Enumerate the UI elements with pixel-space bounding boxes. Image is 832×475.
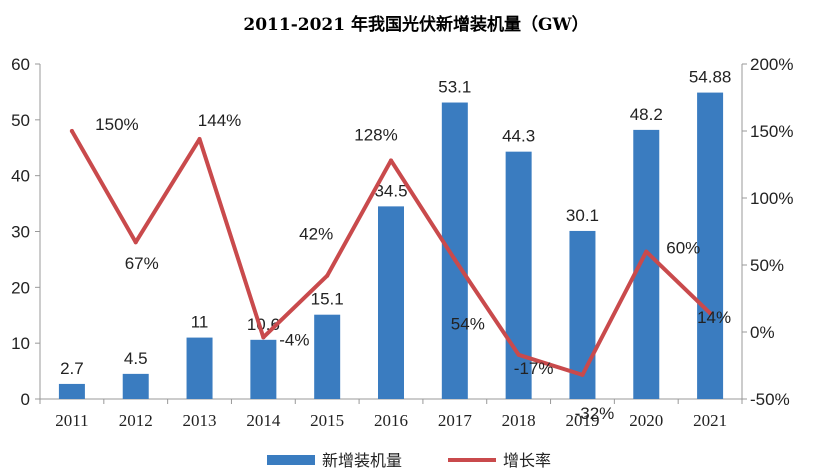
left-tick-label: 60 [11,55,30,74]
left-tick-label: 30 [11,223,30,242]
bar [441,102,468,400]
bar-value-label: 11 [191,313,209,332]
bar [378,206,404,399]
bar [122,373,149,399]
growth-labels: 150% 67% 144% -4% 42% 128% 54% -17% -32% 60% 14% [95,111,731,423]
right-tick-label: -50% [750,390,790,409]
growth-value-label: -32% [575,404,615,423]
growth-value-label: 54% [451,315,485,334]
x-tick-label: 2012 [119,411,153,430]
growth-point [452,257,457,262]
bar [250,339,277,399]
x-tick-label: 2011 [55,411,88,430]
bar [314,314,341,399]
x-tick-label: 2013 [183,411,217,430]
growth-point [325,273,330,278]
x-tick-label: 2014 [246,411,281,430]
growth-value-label: 60% [666,239,700,258]
growth-value-label: 14% [697,308,731,327]
bar-value-label: 34.5 [374,181,407,200]
left-tick-label: 0 [21,390,30,409]
bar [697,92,724,399]
right-tick-label: 100% [750,189,793,208]
x-tick-label: 2021 [693,411,727,430]
left-tick-label: 40 [11,167,30,186]
growth-value-label: 128% [354,125,397,144]
bar-value-label: 15.1 [311,290,344,309]
growth-point [580,372,585,377]
chart-title: 2011-2021 年我国光伏新增装机量（GW） [243,14,588,35]
x-tick-label: 2018 [502,411,536,430]
right-tick-label: 200% [750,55,793,74]
bar-value-label: 30.1 [566,206,599,225]
legend-line-label: 增长率 [503,451,551,470]
right-tick-label: 50% [750,256,784,275]
growth-point [261,335,266,340]
x-tick-label: 2016 [374,411,408,430]
legend-bar-swatch [267,455,315,465]
growth-line-group [69,129,713,377]
bar-value-label: 44.3 [502,127,535,146]
growth-value-label: 144% [198,111,241,130]
left-tick-label: 50 [11,111,30,130]
growth-point [708,311,713,316]
bar-value-label: 54.88 [689,68,732,87]
x-tick-label: 2017 [438,411,473,430]
bar-value-label: 53.1 [438,78,471,97]
bar-value-label: 4.5 [124,349,148,368]
bar-labels: 2.74.511 10.615.134.553.144.330.148.254.8… [60,68,731,378]
bar [186,337,213,399]
legend-bar-label: 新增装机量 [322,451,402,470]
right-tick-label: 0% [750,323,775,342]
growth-value-label: 67% [125,254,159,273]
growth-point [644,249,649,254]
growth-value-label: -17% [514,359,554,378]
growth-point [69,129,74,133]
growth-value-label: 42% [299,225,333,244]
left-tick-label: 10 [11,334,30,353]
growth-point [133,240,138,245]
bar [58,383,85,399]
right-tick-label: 150% [750,122,793,141]
axes: 0 10 20 30 40 50 60 -50% 0% 50% 100% 150% 200% 2011 20… [11,55,793,430]
growth-point [516,352,521,357]
bar [633,129,660,399]
growth-point [389,158,393,163]
bars [58,92,724,400]
x-tick-label: 2020 [629,411,663,430]
growth-value-label: -4% [279,330,309,349]
left-tick-label: 20 [11,278,30,297]
legend: 新增装机量 增长率 [267,451,551,470]
bar-value-label: 2.7 [60,359,84,378]
growth-point [197,137,202,142]
x-tick-label: 2015 [310,411,344,430]
x-tick-label: 2019 [565,411,599,430]
growth-value-label: 150% [95,115,138,134]
bar-value-label: 48.2 [630,105,663,124]
